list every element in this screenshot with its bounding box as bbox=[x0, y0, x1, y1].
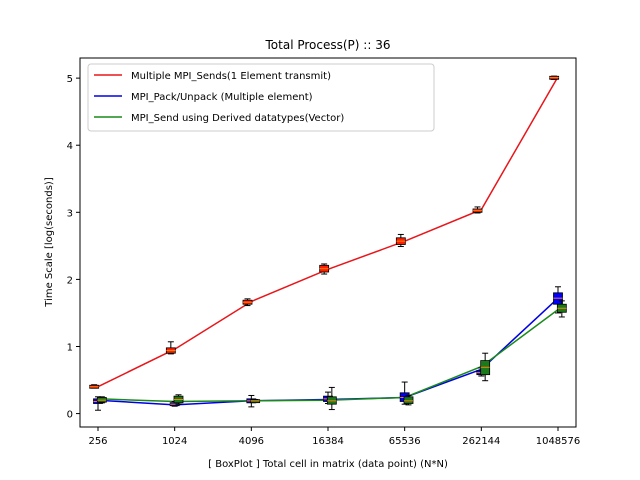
y-tick-label: 4 bbox=[67, 141, 73, 152]
boxplot bbox=[319, 263, 330, 275]
x-tick-label: 65536 bbox=[389, 436, 421, 447]
legend-frame bbox=[87, 63, 435, 132]
x-tick-label: 4096 bbox=[239, 436, 264, 447]
y-axis-ticks: 0 1 2 3 4 5 bbox=[67, 74, 80, 421]
x-tick-label: 16384 bbox=[312, 436, 344, 447]
boxplot bbox=[549, 75, 560, 80]
x-tick-label: 1048576 bbox=[536, 436, 581, 447]
legend: Multiple MPI_Sends(1 Element transmit) MP… bbox=[87, 63, 435, 132]
y-axis-label: Time Scale [log(seconds)] bbox=[44, 177, 55, 308]
boxplot bbox=[165, 341, 176, 355]
y-tick-label: 1 bbox=[67, 342, 73, 353]
boxplot bbox=[472, 206, 483, 214]
boxplot bbox=[96, 396, 107, 404]
y-tick-label: 0 bbox=[67, 410, 73, 421]
boxplot bbox=[173, 394, 184, 405]
y-tick-label: 5 bbox=[67, 74, 73, 85]
boxplot bbox=[403, 394, 414, 406]
legend-entries: Multiple MPI_Sends(1 Element transmit) MP… bbox=[94, 71, 344, 124]
y-tick-label: 3 bbox=[67, 208, 73, 219]
boxplot bbox=[326, 386, 337, 411]
boxplot bbox=[242, 298, 253, 307]
legend-label: MPI_Send using Derived datatypes(Vector) bbox=[131, 113, 344, 124]
x-tick-label: 256 bbox=[88, 436, 107, 447]
boxplot bbox=[250, 398, 261, 404]
legend-label: Multiple MPI_Sends(1 Element transmit) bbox=[131, 71, 331, 82]
x-axis-label: [ BoxPlot ] Total cell in matrix (data p… bbox=[208, 459, 448, 470]
chart-title: Total Process(P) :: 36 bbox=[265, 38, 391, 52]
boxplot bbox=[556, 300, 567, 318]
boxplot bbox=[480, 352, 491, 382]
x-tick-label: 262144 bbox=[462, 436, 500, 447]
y-tick-label: 2 bbox=[67, 275, 73, 286]
plot-area: 256 1024 4096 16384 65536 262144 1048576 0 1 2 3 4… bbox=[67, 57, 580, 447]
x-tick-label: 1024 bbox=[162, 436, 187, 447]
box-iqr bbox=[403, 396, 414, 404]
legend-label: MPI_Pack/Unpack (Multiple element) bbox=[131, 92, 313, 103]
boxplot bbox=[395, 233, 406, 248]
x-axis-ticks: 256 1024 4096 16384 65536 262144 1048576 bbox=[88, 427, 580, 447]
boxplot bbox=[89, 384, 100, 389]
boxes-layer bbox=[89, 75, 567, 411]
